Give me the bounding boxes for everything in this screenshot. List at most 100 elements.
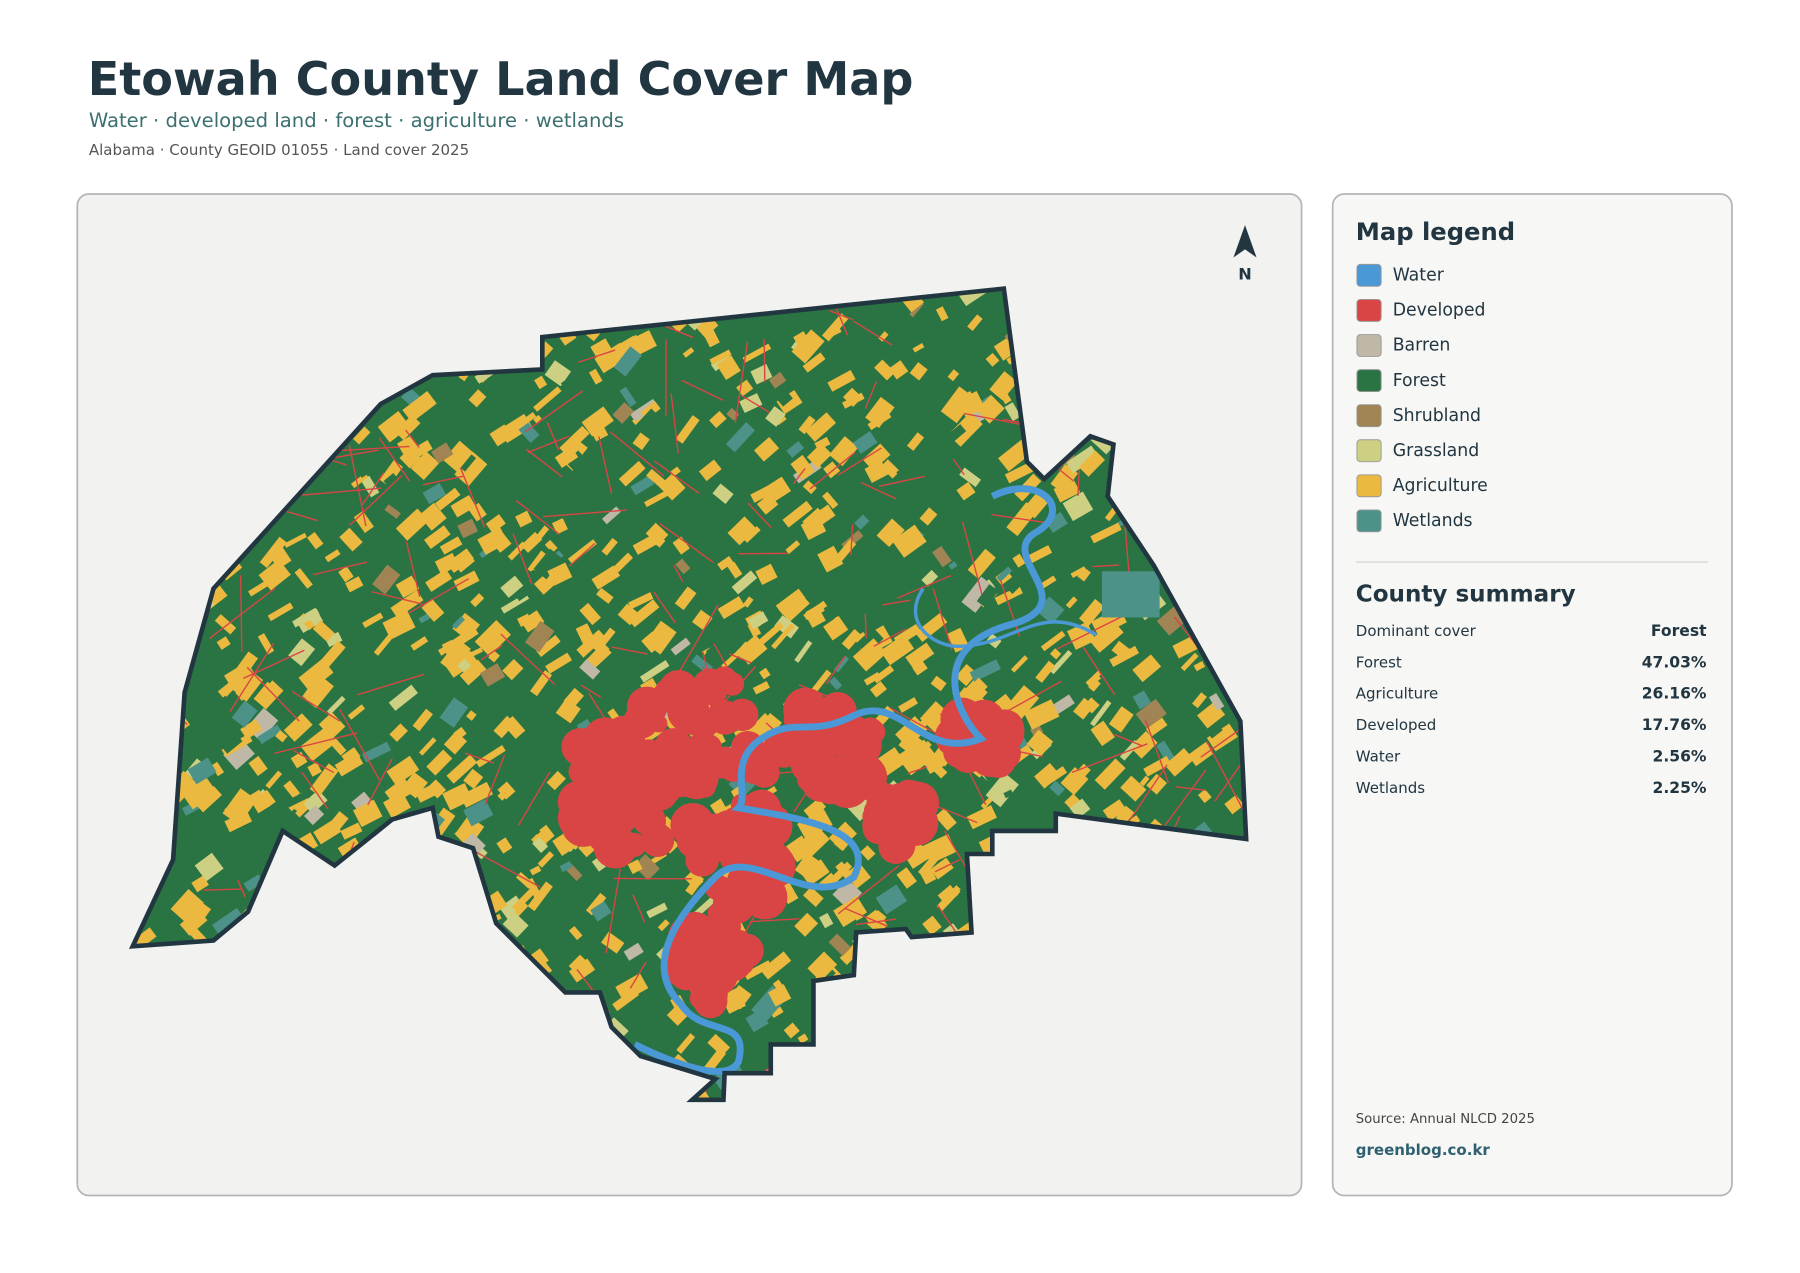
patch — [515, 510, 533, 528]
patch — [613, 346, 642, 377]
river-branch — [913, 587, 1098, 649]
road — [274, 732, 358, 755]
patch — [921, 740, 932, 751]
road — [896, 574, 952, 599]
patch — [806, 443, 832, 469]
patch — [891, 524, 927, 558]
patch — [658, 473, 686, 501]
patch — [1164, 748, 1195, 777]
patch — [221, 734, 243, 754]
patch — [502, 911, 529, 938]
patch — [1156, 740, 1176, 764]
patch — [770, 1006, 784, 1018]
patch — [1049, 648, 1062, 660]
patch — [1065, 596, 1078, 609]
patch — [709, 410, 727, 429]
patch — [1083, 697, 1100, 714]
patch — [482, 476, 512, 503]
patch — [896, 461, 919, 481]
patch — [267, 602, 294, 622]
patch — [639, 660, 670, 683]
road — [512, 533, 533, 585]
patch — [475, 744, 506, 768]
patch — [547, 562, 573, 586]
road — [629, 961, 647, 989]
patch — [383, 791, 411, 819]
patch — [443, 440, 476, 474]
meta: Alabama · County GEOID 01055 · Land cove… — [89, 141, 469, 159]
road — [1092, 564, 1119, 568]
patch — [872, 665, 895, 684]
patch — [848, 678, 869, 698]
patch — [774, 615, 799, 639]
road — [864, 380, 878, 409]
legend-label: Grassland — [1393, 441, 1480, 461]
road — [515, 500, 561, 535]
developed-patch — [640, 823, 675, 858]
patch — [170, 888, 204, 923]
patch — [727, 516, 757, 546]
patch — [535, 500, 550, 517]
patch — [1180, 652, 1199, 672]
patch — [774, 780, 788, 792]
road — [361, 472, 385, 506]
patch — [921, 569, 939, 587]
patch — [1039, 575, 1057, 589]
road — [203, 888, 243, 891]
patch — [386, 755, 420, 786]
patch — [533, 414, 542, 424]
patch — [459, 659, 487, 686]
patch — [362, 612, 384, 629]
patch — [782, 500, 813, 528]
patch — [292, 608, 320, 628]
patch — [786, 441, 805, 458]
patch — [898, 730, 926, 758]
patch — [670, 466, 681, 477]
patch — [1108, 706, 1134, 733]
patch — [630, 475, 655, 496]
patch — [1069, 798, 1091, 819]
road — [1113, 733, 1144, 747]
summary-value: 47.03% — [1642, 653, 1707, 671]
patch — [163, 875, 182, 896]
road — [792, 467, 806, 485]
patch — [967, 314, 983, 332]
patch — [969, 659, 1001, 682]
road — [934, 859, 960, 873]
patch — [537, 959, 553, 976]
road — [829, 310, 853, 321]
patch — [1049, 649, 1073, 675]
patch — [1004, 461, 1035, 484]
patch — [800, 515, 827, 541]
patch — [329, 738, 347, 756]
patch — [727, 561, 743, 579]
patch — [312, 620, 335, 642]
patch — [248, 579, 271, 597]
patch — [372, 564, 401, 595]
summary-value: 26.16% — [1642, 685, 1707, 703]
patch — [439, 697, 469, 728]
patch — [674, 586, 697, 611]
patch — [644, 490, 669, 508]
legend-label: Water — [1393, 266, 1445, 286]
road — [313, 561, 368, 576]
patch — [533, 548, 563, 580]
patch — [759, 667, 771, 680]
road — [464, 752, 495, 764]
patch — [701, 325, 720, 348]
patch — [919, 507, 938, 526]
road — [850, 524, 854, 556]
credit[interactable]: greenblog.co.kr — [1356, 1141, 1491, 1159]
patch — [628, 599, 660, 628]
patch — [463, 798, 494, 827]
patch — [805, 412, 837, 442]
patch — [797, 1033, 809, 1044]
patch — [1050, 463, 1079, 494]
patch — [559, 425, 590, 456]
patch — [790, 454, 815, 481]
road — [527, 435, 570, 454]
patch — [529, 865, 542, 876]
road — [577, 349, 616, 364]
patch — [803, 797, 827, 820]
wetland-patch — [1101, 571, 1160, 618]
